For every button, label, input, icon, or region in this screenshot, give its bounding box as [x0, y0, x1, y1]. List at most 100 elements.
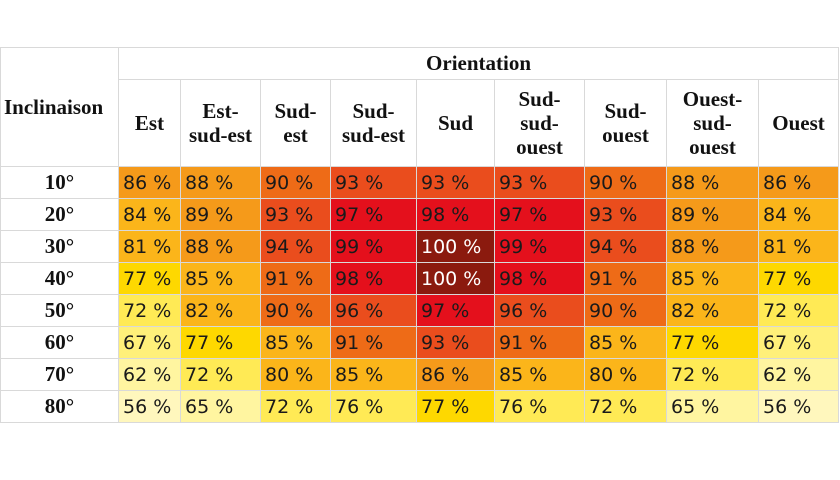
- heatmap-cell: 97 %: [330, 198, 417, 231]
- heatmap-cell: 88 %: [666, 230, 759, 263]
- heatmap-cell: 88 %: [180, 230, 261, 263]
- heatmap-cell: 98 %: [330, 262, 417, 295]
- heatmap-cell: 62 %: [118, 358, 181, 391]
- heatmap-cell: 99 %: [494, 230, 585, 263]
- heatmap-cell: 93 %: [494, 166, 585, 199]
- heatmap-cell: 88 %: [180, 166, 261, 199]
- column-header-row: Est Est-sud-est Sud-est Sud-sud-est Sud Sud-s…: [1, 79, 840, 167]
- heatmap-cell: 89 %: [666, 198, 759, 231]
- table-row: 50° 72 % 82 % 90 % 96 % 97 % 96 % 90 % 82 % 72 %: [0, 294, 840, 327]
- heatmap-cell: 100 %: [416, 230, 495, 263]
- heatmap-cell: 72 %: [118, 294, 181, 327]
- heatmap-cell: 90 %: [260, 294, 331, 327]
- heatmap-cell: 77 %: [757, 262, 840, 295]
- heatmap-cell: 82 %: [666, 294, 759, 327]
- table-row: 40° 77 % 85 % 91 % 98 % 100 % 98 % 91 % 85 % 77 %: [0, 262, 840, 295]
- heatmap-cell: 90 %: [584, 294, 667, 327]
- heatmap-cell: 98 %: [416, 198, 495, 231]
- column-header: Est: [118, 79, 181, 167]
- column-group-header-orientation: Orientation: [117, 47, 840, 80]
- heatmap-cell: 86 %: [118, 166, 181, 199]
- heatmap-cell: 77 %: [416, 390, 495, 423]
- heatmap-container: Inclinaison Orientation Est Est-sud-est Su…: [0, 47, 840, 423]
- heatmap-cell: 84 %: [757, 198, 840, 231]
- row-label: 40°: [0, 262, 119, 295]
- heatmap-cell: 67 %: [118, 326, 181, 359]
- table-row: 60° 67 % 77 % 85 % 91 % 93 % 91 % 85 % 77 % 67 %: [0, 326, 840, 359]
- orientation-inclination-table: Inclinaison Orientation Est Est-sud-est Su…: [0, 47, 840, 423]
- row-label: 30°: [0, 230, 119, 263]
- heatmap-cell: 81 %: [118, 230, 181, 263]
- heatmap-cell: 82 %: [180, 294, 261, 327]
- heatmap-cell: 72 %: [584, 390, 667, 423]
- table-row: 30° 81 % 88 % 94 % 99 % 100 % 99 % 94 % 88 % 81 %: [0, 230, 840, 263]
- heatmap-cell: 100 %: [416, 262, 495, 295]
- table-row: 80° 56 % 65 % 72 % 76 % 77 % 76 % 72 % 65 % 56 %: [0, 390, 840, 423]
- heatmap-cell: 99 %: [330, 230, 417, 263]
- heatmap-cell: 93 %: [330, 166, 417, 199]
- row-label: 80°: [0, 390, 119, 423]
- heatmap-cell: 98 %: [494, 262, 585, 295]
- heatmap-cell: 91 %: [584, 262, 667, 295]
- row-label: 50°: [0, 294, 119, 327]
- heatmap-cell: 90 %: [260, 166, 331, 199]
- heatmap-cell: 56 %: [757, 390, 840, 423]
- heatmap-cell: 93 %: [416, 166, 495, 199]
- table-row: 70° 62 % 72 % 80 % 85 % 86 % 85 % 80 % 72 % 62 %: [0, 358, 840, 391]
- column-header: Sud: [416, 79, 495, 167]
- heatmap-cell: 76 %: [494, 390, 585, 423]
- row-label: 70°: [0, 358, 119, 391]
- row-label: 20°: [0, 198, 119, 231]
- heatmap-cell: 91 %: [260, 262, 331, 295]
- heatmap-cell: 85 %: [494, 358, 585, 391]
- heatmap-cell: 56 %: [118, 390, 181, 423]
- column-header: Sud-est: [260, 79, 331, 167]
- heatmap-cell: 93 %: [416, 326, 495, 359]
- heatmap-cell: 85 %: [260, 326, 331, 359]
- column-header: Sud-ouest: [584, 79, 667, 167]
- heatmap-cell: 65 %: [180, 390, 261, 423]
- column-header: Ouest-sud-ouest: [666, 79, 759, 167]
- table-row: 20° 84 % 89 % 93 % 97 % 98 % 97 % 93 % 89 % 84 %: [0, 198, 840, 231]
- heatmap-cell: 65 %: [666, 390, 759, 423]
- heatmap-cell: 88 %: [666, 166, 759, 199]
- column-header: Sud-sud-est: [330, 79, 417, 167]
- row-label: 60°: [0, 326, 119, 359]
- heatmap-cell: 89 %: [180, 198, 261, 231]
- heatmap-cell: 84 %: [118, 198, 181, 231]
- heatmap-cell: 93 %: [260, 198, 331, 231]
- heatmap-cell: 94 %: [584, 230, 667, 263]
- heatmap-cell: 72 %: [757, 294, 840, 327]
- row-label: 10°: [0, 166, 119, 199]
- heatmap-cell: 97 %: [494, 198, 585, 231]
- heatmap-cell: 80 %: [260, 358, 331, 391]
- heatmap-cell: 80 %: [584, 358, 667, 391]
- heatmap-cell: 90 %: [584, 166, 667, 199]
- heatmap-cell: 85 %: [666, 262, 759, 295]
- column-header: Sud-sud-ouest: [494, 79, 585, 167]
- heatmap-cell: 72 %: [180, 358, 261, 391]
- column-header: Est-sud-est: [180, 79, 261, 167]
- heatmap-cell: 77 %: [118, 262, 181, 295]
- heatmap-cell: 94 %: [260, 230, 331, 263]
- heatmap-cell: 72 %: [666, 358, 759, 391]
- row-header-inclinaison: Inclinaison: [0, 47, 119, 167]
- heatmap-cell: 76 %: [330, 390, 417, 423]
- heatmap-cell: 91 %: [494, 326, 585, 359]
- heatmap-cell: 72 %: [260, 390, 331, 423]
- heatmap-cell: 86 %: [757, 166, 840, 199]
- column-header: Ouest: [757, 79, 840, 167]
- heatmap-cell: 77 %: [180, 326, 261, 359]
- heatmap-cell: 97 %: [416, 294, 495, 327]
- heatmap-cell: 85 %: [330, 358, 417, 391]
- heatmap-cell: 86 %: [416, 358, 495, 391]
- heatmap-cell: 96 %: [330, 294, 417, 327]
- heatmap-cell: 67 %: [757, 326, 840, 359]
- heatmap-cell: 81 %: [757, 230, 840, 263]
- heatmap-cell: 93 %: [584, 198, 667, 231]
- heatmap-cell: 77 %: [666, 326, 759, 359]
- table-body: 10° 86 % 88 % 90 % 93 % 93 % 93 % 90 % 88 % 86 % 2…: [0, 166, 840, 423]
- heatmap-cell: 62 %: [757, 358, 840, 391]
- heatmap-cell: 85 %: [180, 262, 261, 295]
- heatmap-cell: 96 %: [494, 294, 585, 327]
